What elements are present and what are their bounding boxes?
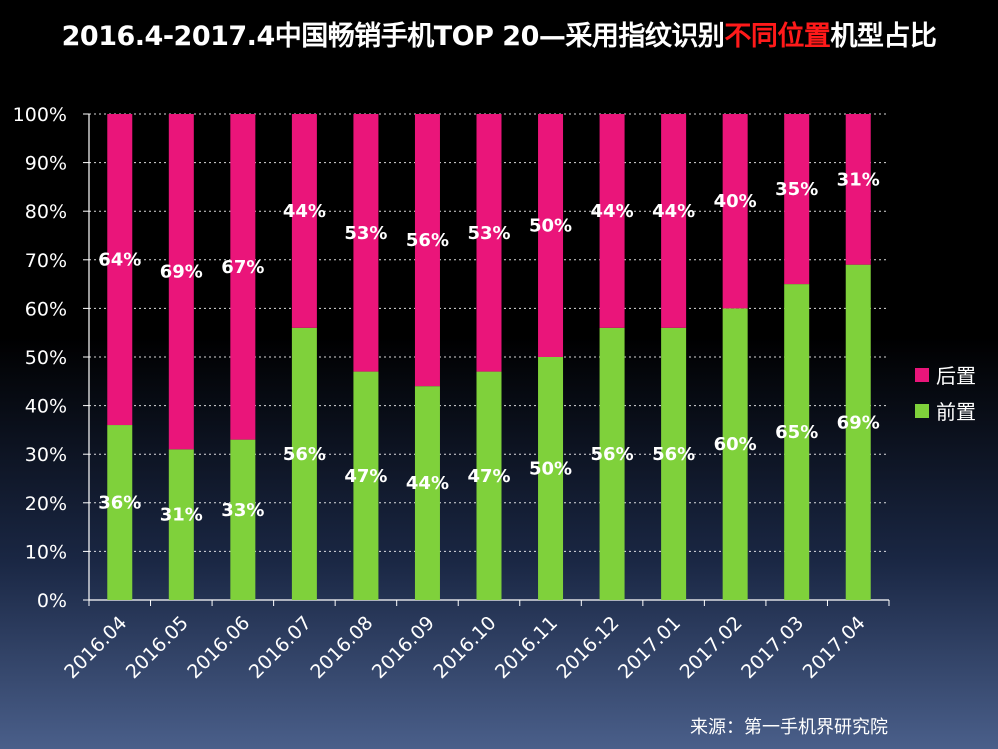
x-tick-label: 2016.06 [183,612,254,683]
bar-front [784,284,810,600]
title-prefix: 2016.4-2017.4中国畅销手机TOP 20—采用指纹识别 [61,21,725,52]
y-tick-label: 20% [25,493,67,515]
x-tick-label: 2017.03 [737,612,808,683]
bar-front [414,386,440,600]
data-label-rear: 64% [98,250,141,271]
data-label-front: 44% [406,473,449,494]
title-suffix: 机型占比 [830,21,937,52]
bar-rear [353,114,379,372]
bar-rear [722,114,748,309]
y-tick-label: 40% [25,396,67,418]
bar-rear [107,114,133,426]
bar-rear [599,114,625,328]
data-label-rear: 53% [344,223,387,244]
data-label-rear: 67% [221,257,264,278]
y-tick-label: 100% [13,104,67,126]
bar-rear [538,114,564,357]
y-tick-label: 10% [25,541,67,563]
bar-front [168,449,194,600]
data-label-front: 47% [344,466,387,487]
data-label-front: 36% [98,493,141,514]
bar-rear [168,114,194,450]
bar-front [107,425,133,600]
bar-rear [784,114,810,285]
data-label-front: 56% [652,444,695,465]
y-tick-label: 70% [25,250,67,272]
data-label-rear: 44% [652,201,695,222]
bar-front [845,264,871,600]
bar-front [599,327,625,600]
y-tick-label: 0% [37,590,67,612]
legend-swatch [915,404,929,418]
legend-label: 后置 [936,364,976,388]
chart-title: 2016.4-2017.4中国畅销手机TOP 20—采用指纹识别不同位置机型占比 [0,14,998,53]
data-label-rear: 31% [837,169,880,190]
x-tick-label: 2017.02 [676,612,747,683]
bar-rear [414,114,440,387]
x-tick-label: 2016.10 [429,612,500,683]
data-label-front: 65% [775,422,818,443]
title-highlight: 不同位置 [724,21,831,52]
legend-swatch [915,368,929,382]
data-label-front: 31% [160,505,203,526]
y-tick-label: 80% [25,201,67,223]
y-tick-label: 90% [25,153,67,175]
x-tick-label: 2016.07 [245,612,316,683]
bar-rear [845,114,871,265]
source-note: 来源：第一手机界研究院 [690,717,888,738]
data-label-front: 50% [529,459,572,480]
x-tick-label: 2016.12 [552,612,623,683]
data-label-rear: 53% [467,223,510,244]
legend-label: 前置 [936,400,976,424]
data-label-rear: 56% [406,230,449,251]
bar-front [230,439,256,600]
x-tick-label: 2016.08 [306,612,377,683]
bar-rear [230,114,256,440]
data-label-rear: 40% [714,191,757,212]
data-label-front: 47% [467,466,510,487]
y-tick-label: 50% [25,347,67,369]
data-label-front: 60% [714,434,757,455]
bar-front [291,327,317,600]
y-tick-label: 30% [25,444,67,466]
data-label-rear: 50% [529,216,572,237]
bar-front [476,371,502,600]
data-label-rear: 44% [591,201,634,222]
x-tick-label: 2016.05 [122,612,193,683]
x-tick-label: 2016.09 [368,612,439,683]
bar-front [661,327,687,600]
x-tick-label: 2017.01 [614,612,685,683]
bar-rear [476,114,502,372]
data-label-front: 33% [221,500,264,521]
bar-rear [661,114,687,328]
data-label-front: 69% [837,412,880,433]
bar-front [353,371,379,600]
data-label-rear: 35% [775,179,818,200]
data-label-rear: 44% [283,201,326,222]
data-label-front: 56% [591,444,634,465]
bar-rear [291,114,317,328]
data-label-rear: 69% [160,262,203,283]
bar-front [722,308,748,600]
bar-front [538,357,564,600]
data-label-front: 56% [283,444,326,465]
y-tick-label: 60% [25,298,67,320]
x-tick-label: 2016.11 [491,612,562,683]
x-tick-label: 2017.04 [799,612,870,683]
x-tick-label: 2016.04 [60,612,131,683]
